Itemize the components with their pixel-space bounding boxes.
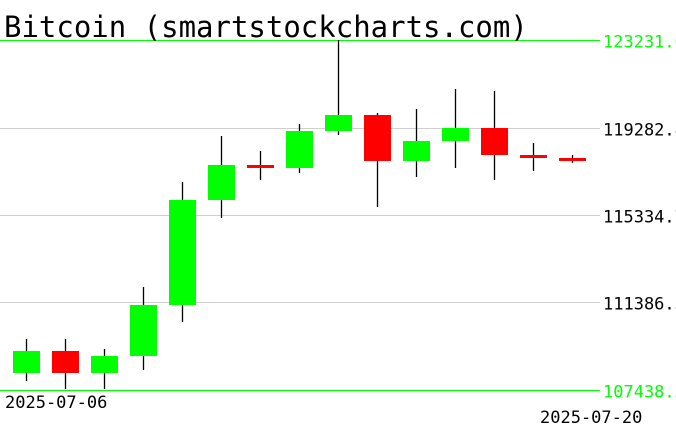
chart-title: Bitcoin (smartstockcharts.com) [4,10,528,44]
candle-body-up [208,164,235,200]
candle-body-up [13,350,40,373]
y-tick-label: 107438.3 [603,383,676,403]
y-tick-label: 111386.5 [603,295,676,315]
candle-body-down [481,127,508,155]
y-tick-label: 115334.7 [603,208,676,228]
candle-body-down [364,114,391,161]
x-tick-label: 2025-07-06 [5,393,107,413]
y-tick-label: 119282.8 [603,121,676,141]
candle-body-down [520,154,547,158]
x-tick-label: 2025-07-20 [540,408,642,428]
candle-body-up [286,130,313,168]
candle-body-up [169,199,196,305]
candle-body-up [403,140,430,161]
candle-body-up [325,114,352,131]
candle-body-down [52,350,79,373]
candle-body-down [247,164,274,168]
candle-body-up [130,304,157,356]
candle-body-down [559,157,586,161]
candle-body-up [442,127,469,141]
y-tick-label: 123231.0 [603,33,676,53]
candle-body-up [91,355,118,373]
